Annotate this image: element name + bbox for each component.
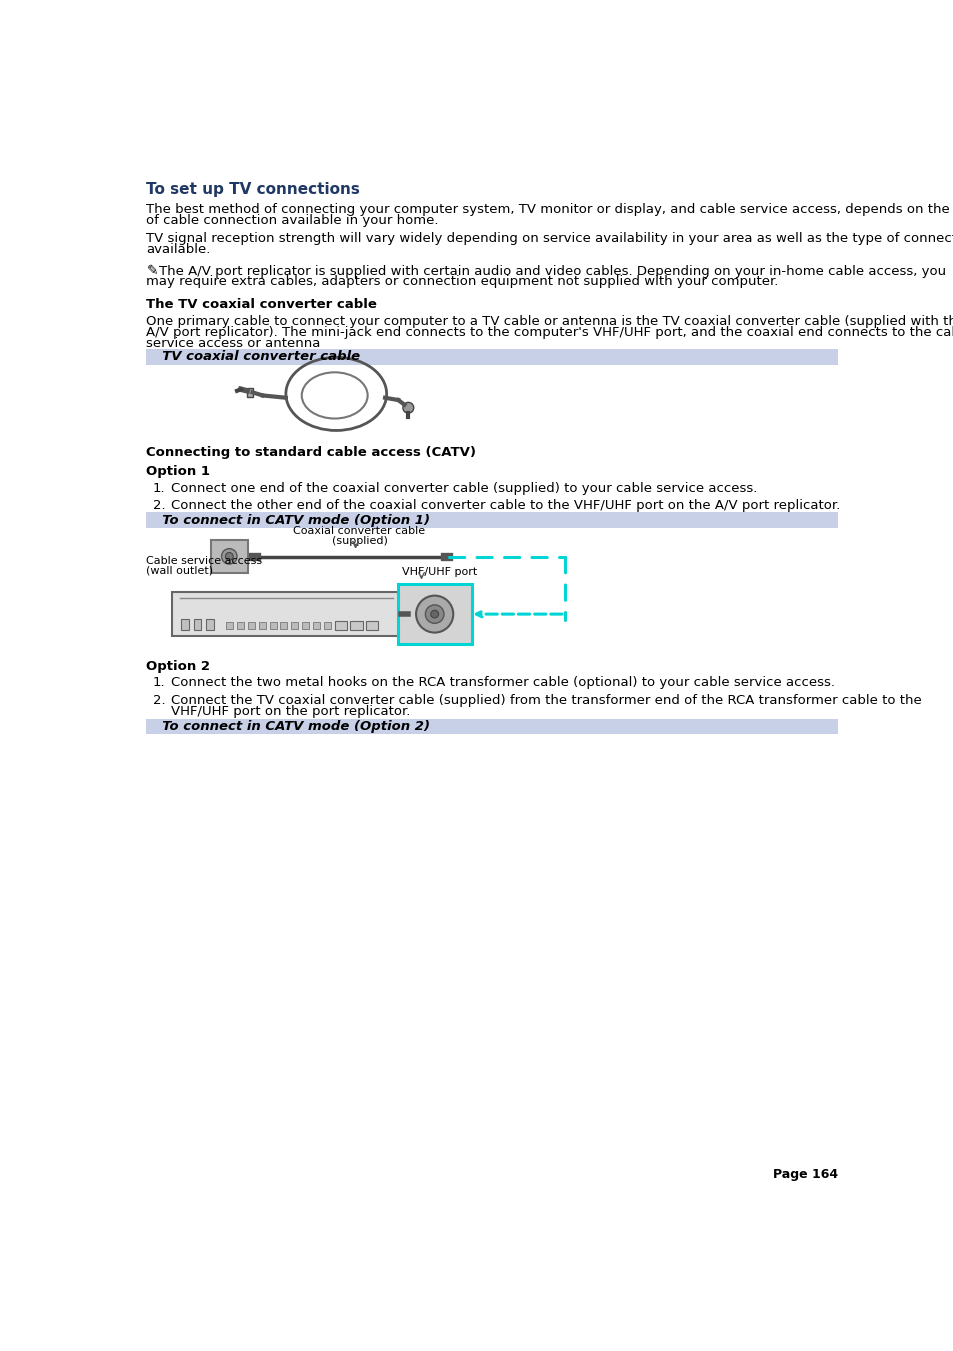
Text: Connecting to standard cable access (CATV): Connecting to standard cable access (CAT…	[146, 446, 476, 459]
Bar	[172, 592, 400, 636]
Text: To connect in CATV mode (Option 1): To connect in CATV mode (Option 1)	[152, 513, 429, 527]
Text: (wall outlet): (wall outlet)	[146, 566, 213, 576]
Text: available.: available.	[146, 243, 211, 255]
Bar	[146, 719, 838, 734]
Text: (supplied): (supplied)	[332, 536, 387, 546]
Circle shape	[225, 553, 233, 561]
Bar	[365, 621, 377, 631]
Text: Coaxial converter cable: Coaxial converter cable	[294, 527, 425, 536]
Text: VHF/UHF port on the port replicator.: VHF/UHF port on the port replicator.	[171, 705, 410, 717]
Text: TV signal reception strength will vary widely depending on service availability : TV signal reception strength will vary w…	[146, 232, 953, 245]
Bar	[248, 621, 254, 628]
Circle shape	[431, 611, 438, 617]
Bar	[302, 621, 309, 628]
Circle shape	[221, 549, 236, 565]
Bar	[335, 621, 347, 631]
Bar	[258, 621, 266, 628]
Text: 2.: 2.	[152, 499, 165, 512]
Bar	[397, 584, 472, 644]
Circle shape	[416, 596, 453, 632]
Text: ✎: ✎	[146, 265, 158, 278]
Text: 1.: 1.	[152, 482, 165, 496]
Text: To connect in CATV mode (Option 2): To connect in CATV mode (Option 2)	[152, 720, 429, 734]
Circle shape	[425, 605, 443, 623]
Bar	[280, 621, 287, 628]
Bar	[270, 621, 276, 628]
Text: may require extra cables, adapters or connection equipment not supplied with you: may require extra cables, adapters or co…	[146, 276, 778, 288]
Text: service access or antenna: service access or antenna	[146, 336, 320, 350]
Text: Connect the TV coaxial converter cable (supplied) from the transformer end of th: Connect the TV coaxial converter cable (…	[171, 694, 921, 707]
Bar	[291, 621, 298, 628]
Circle shape	[402, 403, 414, 413]
Text: To set up TV connections: To set up TV connections	[146, 182, 360, 197]
Text: One primary cable to connect your computer to a TV cable or antenna is the TV co: One primary cable to connect your comput…	[146, 315, 953, 328]
Bar	[146, 349, 838, 365]
Text: Connect the two metal hooks on the RCA transformer cable (optional) to your cabl: Connect the two metal hooks on the RCA t…	[171, 677, 834, 689]
Bar	[146, 512, 838, 528]
Bar	[236, 621, 244, 628]
Text: Option 1: Option 1	[146, 465, 211, 478]
Text: 1.: 1.	[152, 677, 165, 689]
Bar	[211, 540, 248, 573]
Text: Cable service access: Cable service access	[146, 555, 262, 566]
Text: The A/V port replicator is supplied with certain audio and video cables. Dependi: The A/V port replicator is supplied with…	[158, 265, 945, 277]
Text: Connect the other end of the coaxial converter cable to the VHF/UHF port on the : Connect the other end of the coaxial con…	[171, 499, 840, 512]
Text: 2.: 2.	[152, 694, 165, 707]
Text: Page 164: Page 164	[773, 1167, 838, 1181]
Bar	[313, 621, 319, 628]
Text: VHF/UHF port: VHF/UHF port	[402, 567, 476, 577]
Text: The TV coaxial converter cable: The TV coaxial converter cable	[146, 297, 376, 311]
Text: Option 2: Option 2	[146, 659, 211, 673]
Text: The best method of connecting your computer system, TV monitor or display, and c: The best method of connecting your compu…	[146, 203, 953, 216]
Text: TV coaxial converter cable: TV coaxial converter cable	[152, 350, 359, 363]
Bar	[181, 620, 189, 631]
Text: of cable connection available in your home.: of cable connection available in your ho…	[146, 213, 438, 227]
Bar	[226, 621, 233, 628]
Bar	[193, 620, 201, 631]
Bar	[247, 388, 253, 397]
Bar	[323, 621, 331, 628]
Text: Connect one end of the coaxial converter cable (supplied) to your cable service : Connect one end of the coaxial converter…	[171, 482, 757, 496]
Bar	[350, 621, 362, 631]
Bar	[206, 620, 213, 631]
Text: A/V port replicator). The mini-jack end connects to the computer's VHF/UHF port,: A/V port replicator). The mini-jack end …	[146, 326, 953, 339]
